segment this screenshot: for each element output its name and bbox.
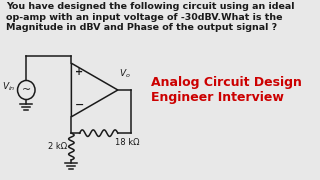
Text: $V_o$: $V_o$ [119,67,131,80]
Text: ~: ~ [22,85,31,95]
Text: 18 kΩ: 18 kΩ [115,138,140,147]
Text: You have designed the following circuit using an ideal
op-amp with an input volt: You have designed the following circuit … [6,2,294,32]
Text: −: − [75,100,84,110]
Text: +: + [75,67,83,77]
Text: 2 kΩ: 2 kΩ [48,142,67,151]
Text: $V_{in}$: $V_{in}$ [2,81,15,93]
Text: Analog Circuit Design
Engineer Interview: Analog Circuit Design Engineer Interview [151,76,301,104]
